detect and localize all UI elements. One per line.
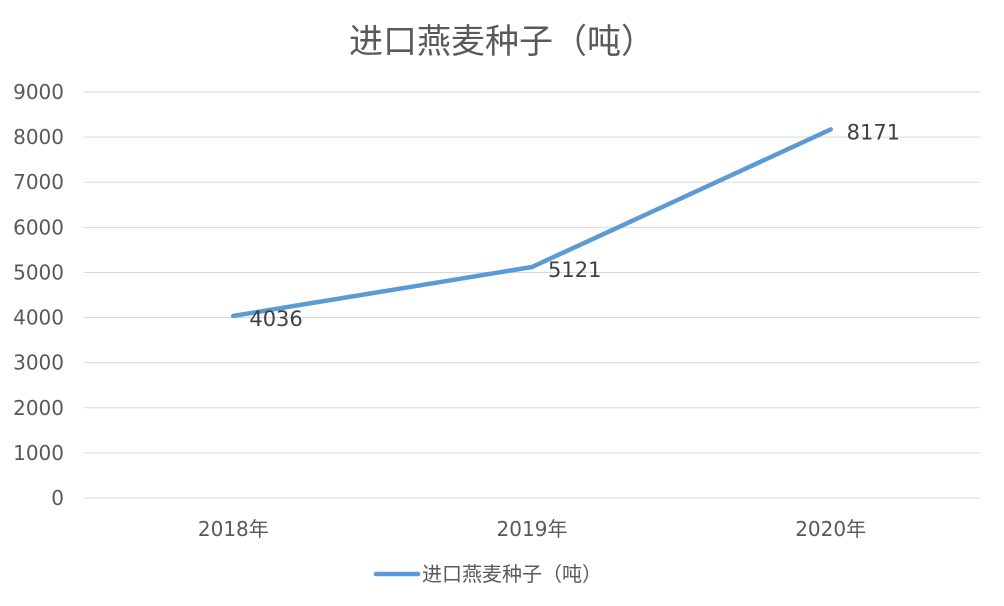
- y-tick-label: 7000: [13, 170, 64, 194]
- chart-title: 进口燕麦种子（吨）: [349, 22, 655, 62]
- y-tick-label: 6000: [13, 215, 64, 239]
- data-point: [231, 313, 236, 318]
- y-tick-label: 0: [51, 486, 64, 510]
- x-tick-label: 2018年: [198, 517, 269, 541]
- data-label: 4036: [249, 307, 302, 331]
- y-tick-label: 5000: [13, 260, 64, 284]
- data-label: 8171: [847, 120, 900, 144]
- data-point: [530, 264, 534, 269]
- y-tick-label: 8000: [13, 125, 64, 149]
- x-tick-label: 2020年: [795, 517, 866, 541]
- y-tick-label: 4000: [13, 306, 64, 330]
- series-line: [231, 127, 833, 319]
- y-tick-label: 1000: [13, 441, 64, 465]
- y-tick-label: 3000: [13, 351, 64, 375]
- data-label: 5121: [548, 258, 601, 282]
- y-tick-label: 2000: [13, 396, 64, 420]
- y-tick-label: 9000: [13, 80, 64, 104]
- x-tick-label: 2019年: [497, 517, 568, 541]
- data-point: [828, 127, 833, 132]
- legend-label: 进口燕麦种子（吨）: [422, 562, 602, 586]
